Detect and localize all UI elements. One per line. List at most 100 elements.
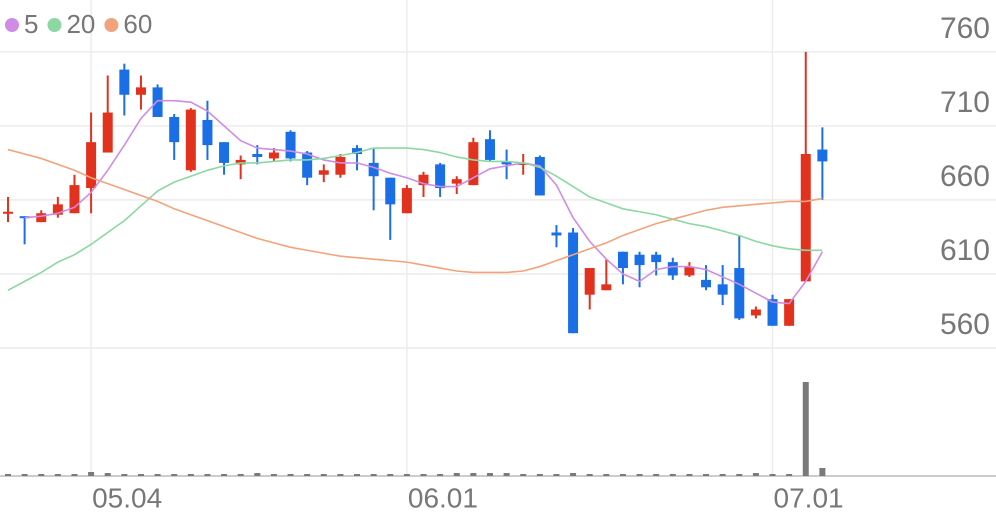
y-tick-label: 710 bbox=[940, 86, 990, 119]
ma-line bbox=[7, 148, 823, 274]
candle-body bbox=[52, 204, 63, 215]
y-tick-label: 560 bbox=[940, 308, 990, 341]
candle-body bbox=[102, 112, 113, 153]
candle-body bbox=[352, 148, 363, 155]
volume-bar bbox=[703, 474, 710, 476]
volume-bar bbox=[187, 474, 194, 476]
candle-body bbox=[501, 161, 512, 165]
candle-body bbox=[418, 174, 429, 186]
volume-bar bbox=[586, 474, 593, 476]
candle-body bbox=[568, 232, 579, 334]
candle-body bbox=[468, 142, 479, 186]
candle-body bbox=[684, 266, 695, 276]
candle-body bbox=[268, 152, 279, 159]
candle-body bbox=[401, 188, 412, 214]
volume-bar bbox=[221, 474, 228, 476]
candle-body bbox=[185, 109, 196, 171]
volume-bar bbox=[786, 474, 793, 476]
volume-bar bbox=[619, 474, 626, 476]
candle-body bbox=[119, 69, 130, 95]
volume-bar bbox=[486, 473, 493, 476]
candle-body bbox=[86, 142, 97, 189]
volume-bar bbox=[354, 474, 361, 476]
volume-bar bbox=[154, 474, 161, 476]
ma-line bbox=[24, 99, 824, 305]
candle-body bbox=[135, 87, 146, 95]
volume-bar bbox=[21, 474, 28, 476]
candle-body bbox=[435, 164, 446, 189]
volume-bar bbox=[387, 474, 394, 476]
volume-bar bbox=[536, 474, 543, 476]
volume-bar bbox=[270, 474, 277, 476]
candle-body bbox=[202, 119, 213, 146]
volume-bar bbox=[653, 474, 660, 476]
legend-marker bbox=[47, 18, 62, 32]
volume-bar bbox=[71, 474, 78, 476]
candle-body bbox=[451, 179, 462, 184]
candle-body bbox=[584, 268, 595, 295]
candle-body bbox=[302, 152, 313, 178]
candle-body bbox=[734, 268, 745, 319]
volume-bar bbox=[503, 473, 510, 476]
volume-bar bbox=[54, 474, 61, 476]
candle-body bbox=[3, 211, 13, 214]
volume-bar bbox=[304, 474, 311, 476]
volume-bar bbox=[320, 474, 327, 476]
legend-marker bbox=[104, 18, 119, 32]
candle-body bbox=[601, 284, 612, 291]
volume-bar bbox=[437, 474, 444, 476]
y-tick-label: 660 bbox=[940, 160, 990, 193]
volume-bar bbox=[520, 474, 527, 476]
candle-body bbox=[169, 116, 180, 143]
y-tick-label: 610 bbox=[940, 234, 990, 267]
volume-bar bbox=[88, 472, 95, 476]
candle-body bbox=[701, 279, 712, 288]
candle-body bbox=[36, 213, 47, 223]
volume-bar bbox=[204, 474, 211, 476]
legend-label: 60 bbox=[123, 9, 152, 39]
volume-bar bbox=[686, 474, 693, 476]
candle-body bbox=[69, 185, 80, 214]
volume-bar bbox=[137, 474, 144, 476]
volume-bar bbox=[420, 474, 427, 476]
volume-bar bbox=[287, 474, 294, 476]
volume-bar bbox=[736, 474, 743, 476]
volume-bar bbox=[570, 473, 577, 476]
candle-body bbox=[285, 131, 296, 159]
volume-bar bbox=[237, 474, 244, 476]
candle-body bbox=[318, 170, 329, 175]
legend-label: 20 bbox=[66, 9, 95, 39]
candle-body bbox=[767, 299, 778, 326]
candle-body bbox=[651, 254, 662, 263]
volume-bar bbox=[337, 474, 344, 476]
volume-bar bbox=[669, 474, 676, 476]
volume-bar bbox=[453, 473, 460, 476]
candle-body bbox=[368, 162, 379, 177]
candle-body bbox=[634, 254, 645, 266]
candle-body bbox=[667, 262, 678, 276]
x-tick-label: 07.01 bbox=[774, 482, 844, 513]
volume-bar bbox=[171, 474, 178, 476]
volume-bar bbox=[38, 474, 45, 476]
ma-line bbox=[7, 147, 823, 291]
candle-body bbox=[750, 309, 761, 316]
legend-marker bbox=[5, 18, 19, 32]
candle-body bbox=[551, 232, 562, 236]
candle-body bbox=[784, 299, 795, 326]
x-tick-label: 06.01 bbox=[408, 482, 478, 513]
volume-bar bbox=[752, 473, 759, 476]
volume-bar bbox=[254, 473, 261, 476]
x-tick-label: 05.04 bbox=[92, 482, 162, 513]
y-tick-label: 760 bbox=[940, 12, 990, 45]
candle-body bbox=[219, 142, 230, 163]
volume-bar bbox=[802, 382, 809, 476]
candle-body bbox=[534, 156, 545, 196]
candle-body bbox=[252, 154, 263, 157]
volume-bar bbox=[370, 474, 377, 476]
volume-bar bbox=[104, 473, 111, 476]
legend-label: 5 bbox=[24, 9, 38, 39]
volume-bar bbox=[769, 474, 776, 476]
candle-body bbox=[518, 162, 529, 165]
candle-body bbox=[717, 284, 728, 295]
